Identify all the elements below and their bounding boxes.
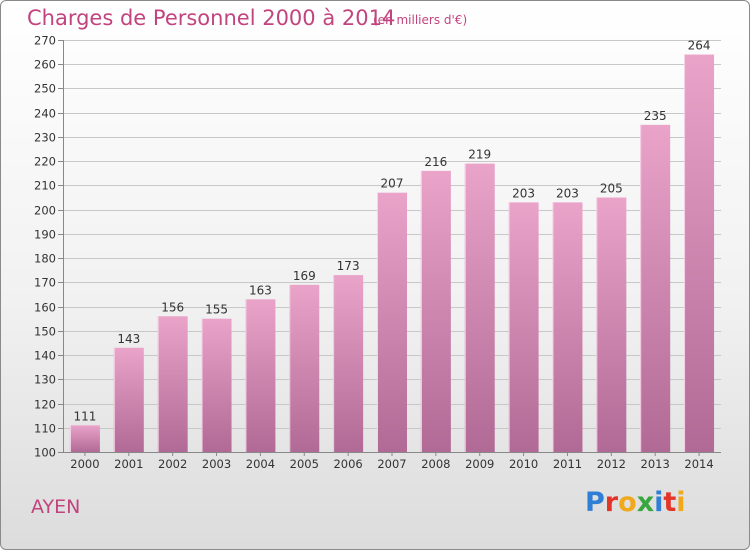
y-tick-label: 170 — [34, 276, 56, 290]
bar — [552, 202, 583, 452]
logo-letter: x — [636, 487, 655, 518]
data-label: 205 — [600, 182, 623, 196]
y-tick-label: 180 — [34, 252, 56, 266]
logo-letter: r — [604, 487, 619, 518]
data-label: 207 — [381, 177, 404, 191]
chart-subtitle: (en milliers d'€) — [373, 13, 468, 27]
x-tick-label: 2007 — [377, 457, 406, 471]
data-label: 235 — [644, 109, 667, 123]
bar — [377, 192, 407, 452]
x-tick-label: 2004 — [246, 457, 275, 471]
x-tick-label: 2011 — [553, 457, 582, 471]
y-tick-label: 270 — [34, 34, 56, 48]
y-tick-label: 160 — [34, 301, 56, 315]
bar — [420, 170, 451, 452]
data-label: 163 — [249, 283, 272, 297]
x-tick-label: 2005 — [290, 457, 319, 471]
proxiti-logo: Proxiti — [585, 487, 686, 518]
y-tick-label: 100 — [34, 446, 56, 460]
bar — [333, 275, 364, 452]
y-tick-label: 210 — [34, 179, 56, 193]
x-tick-label: 2008 — [421, 457, 450, 471]
bar — [596, 197, 627, 452]
data-label: 173 — [337, 259, 360, 273]
x-tick-label: 2006 — [333, 457, 362, 471]
data-label: 203 — [512, 186, 535, 200]
data-label: 155 — [205, 303, 228, 317]
logo-letter: t — [663, 487, 677, 518]
x-tick-label: 2000 — [70, 457, 99, 471]
x-tick-label: 2014 — [684, 457, 713, 471]
bar — [113, 347, 144, 452]
data-label: 264 — [688, 39, 711, 53]
logo-letter: i — [676, 487, 686, 518]
data-label: 216 — [424, 155, 447, 169]
bar — [640, 124, 671, 452]
logo-letter: o — [618, 487, 637, 518]
logo-letter: i — [654, 487, 664, 518]
y-tick-label: 110 — [34, 422, 56, 436]
y-tick-label: 260 — [34, 58, 56, 72]
x-tick-label: 2012 — [597, 457, 626, 471]
data-label: 203 — [556, 186, 579, 200]
bar — [684, 54, 715, 453]
bar — [289, 284, 320, 452]
y-tick-label: 250 — [34, 82, 56, 96]
y-tick-label: 220 — [34, 155, 56, 169]
bar — [508, 202, 539, 452]
data-label: 143 — [117, 332, 140, 346]
y-tick-label: 150 — [34, 325, 56, 339]
y-tick-label: 130 — [34, 373, 56, 387]
bar — [201, 318, 232, 452]
bar — [245, 299, 276, 452]
x-tick-label: 2013 — [641, 457, 670, 471]
data-label: 219 — [468, 148, 491, 162]
x-tick-label: 2003 — [202, 457, 231, 471]
x-tick-label: 2010 — [509, 457, 538, 471]
chart-title: Charges de Personnel 2000 à 2014 — [27, 6, 396, 30]
y-tick-label: 230 — [34, 131, 56, 145]
data-label: 111 — [73, 409, 96, 423]
y-tick-label: 140 — [34, 349, 56, 363]
logo-letter: P — [585, 487, 605, 518]
town-name: AYEN — [31, 496, 81, 518]
data-label: 156 — [161, 300, 184, 314]
bar — [464, 163, 495, 452]
x-tick-label: 2001 — [114, 457, 143, 471]
x-tick-label: 2009 — [465, 457, 494, 471]
y-tick-label: 190 — [34, 228, 56, 242]
bar — [157, 316, 188, 452]
data-label: 169 — [293, 269, 316, 283]
y-tick-label: 200 — [34, 204, 56, 218]
bar — [69, 425, 100, 452]
x-tick-label: 2002 — [158, 457, 187, 471]
y-tick-label: 240 — [34, 107, 56, 121]
y-tick-label: 120 — [34, 398, 56, 412]
